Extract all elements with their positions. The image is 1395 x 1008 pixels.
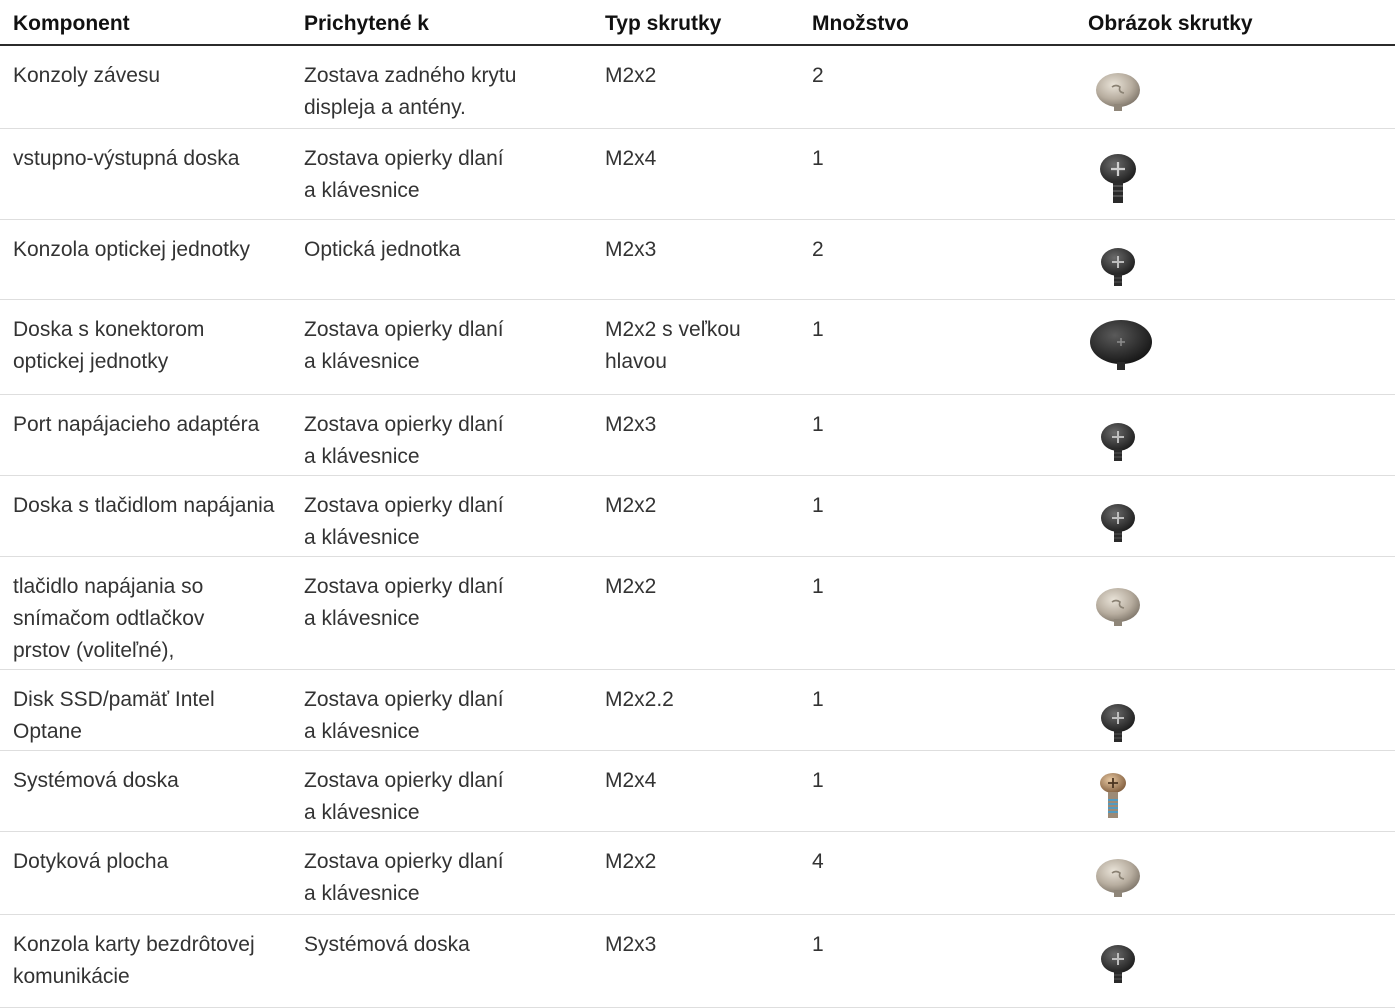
attached-to-cell: Zostava opierky dlaní a klávesnice bbox=[304, 688, 504, 743]
component-cell: vstupno-výstupná doska bbox=[13, 147, 240, 170]
silver-screw-icon bbox=[1088, 852, 1148, 907]
header-component: Komponent bbox=[13, 12, 130, 35]
quantity-cell: 1 bbox=[812, 494, 824, 517]
quantity-cell: 1 bbox=[812, 688, 824, 711]
component-cell: Doska s tlačidlom napájania bbox=[13, 494, 275, 517]
screw-type-cell: M2x3 bbox=[605, 933, 657, 956]
header-screw-type: Typ skrutky bbox=[605, 12, 722, 35]
quantity-cell: 1 bbox=[812, 933, 824, 956]
table-row: Systémová doska Zostava opierky dlaní a k… bbox=[0, 751, 1395, 832]
quantity-cell: 1 bbox=[812, 318, 824, 341]
table-row: tlačidlo napájania so snímačom odtlačkov… bbox=[0, 557, 1395, 670]
component-cell: Dotyková plocha bbox=[13, 850, 169, 873]
attached-to-cell: Systémová doska bbox=[304, 933, 470, 956]
screw-type-cell: M2x2 bbox=[605, 64, 657, 87]
attached-to-cell: Zostava zadného krytu displeja a antény. bbox=[304, 64, 517, 119]
attached-to-cell: Zostava opierky dlaní a klávesnice bbox=[304, 575, 504, 630]
screw-type-cell: M2x2 bbox=[605, 575, 657, 598]
header-screw-image: Obrázok skrutky bbox=[1088, 12, 1253, 35]
screw-type-cell: M2x2.2 bbox=[605, 688, 674, 711]
component-cell: Doska s konektorom optickej jednotky bbox=[13, 318, 205, 373]
attached-to-cell: Zostava opierky dlaní a klávesnice bbox=[304, 318, 504, 373]
component-cell: Konzola karty bezdrôtovej komunikácie bbox=[13, 933, 255, 988]
table-row: Konzola karty bezdrôtovej komunikácie Sys… bbox=[0, 915, 1395, 1008]
attached-to-cell: Zostava opierky dlaní a klávesnice bbox=[304, 494, 504, 549]
table-row: Doska s konektorom optickej jednotky Zost… bbox=[0, 300, 1395, 395]
silver-screw-icon bbox=[1088, 581, 1148, 636]
table-row: Dotyková plocha Zostava opierky dlaní a k… bbox=[0, 832, 1395, 915]
quantity-cell: 4 bbox=[812, 850, 824, 873]
black-long-screw-icon bbox=[1088, 149, 1148, 214]
black-screw-icon bbox=[1088, 417, 1148, 472]
attached-to-cell: Zostava opierky dlaní a klávesnice bbox=[304, 413, 504, 468]
component-cell: tlačidlo napájania so snímačom odtlačkov… bbox=[13, 575, 205, 662]
header-attached-to: Prichytené k bbox=[304, 12, 429, 35]
quantity-cell: 1 bbox=[812, 147, 824, 170]
quantity-cell: 2 bbox=[812, 64, 824, 87]
table-header: Komponent Prichytené k Typ skrutky Množs… bbox=[0, 0, 1395, 46]
black-screw-icon bbox=[1088, 698, 1148, 753]
attached-to-cell: Optická jednotka bbox=[304, 238, 461, 261]
screw-type-cell: M2x3 bbox=[605, 238, 657, 261]
component-cell: Konzoly závesu bbox=[13, 64, 161, 87]
black-screw-icon bbox=[1088, 498, 1148, 553]
table-row: vstupno-výstupná doska Zostava opierky dl… bbox=[0, 129, 1395, 220]
screw-type-cell: M2x4 bbox=[605, 147, 657, 170]
attached-to-cell: Zostava opierky dlaní a klávesnice bbox=[304, 850, 504, 905]
screw-type-cell: M2x2 s veľkou hlavou bbox=[605, 318, 741, 373]
table-row: Disk SSD/pamäť Intel Optane Zostava opier… bbox=[0, 670, 1395, 751]
table-row: Port napájacieho adaptéra Zostava opierky… bbox=[0, 395, 1395, 476]
quantity-cell: 2 bbox=[812, 238, 824, 261]
component-cell: Konzola optickej jednotky bbox=[13, 238, 250, 261]
header-quantity: Množstvo bbox=[812, 12, 909, 35]
attached-to-cell: Zostava opierky dlaní a klávesnice bbox=[304, 147, 504, 202]
gold-threaded-screw-icon bbox=[1088, 771, 1138, 831]
silver-screw-icon bbox=[1088, 66, 1148, 121]
black-screw-icon bbox=[1088, 939, 1148, 994]
table-body: Konzoly závesu Zostava zadného krytu disp… bbox=[0, 46, 1395, 1008]
component-cell: Port napájacieho adaptéra bbox=[13, 413, 260, 436]
quantity-cell: 1 bbox=[812, 769, 824, 792]
black-large-head-screw-icon bbox=[1088, 318, 1158, 378]
table-row: Konzola optickej jednotky Optická jednotk… bbox=[0, 220, 1395, 300]
table-row: Konzoly závesu Zostava zadného krytu disp… bbox=[0, 46, 1395, 129]
quantity-cell: 1 bbox=[812, 413, 824, 436]
screw-type-cell: M2x4 bbox=[605, 769, 657, 792]
screw-type-cell: M2x2 bbox=[605, 494, 657, 517]
black-screw-icon bbox=[1088, 242, 1148, 297]
screw-type-cell: M2x2 bbox=[605, 850, 657, 873]
component-cell: Systémová doska bbox=[13, 769, 179, 792]
component-cell: Disk SSD/pamäť Intel Optane bbox=[13, 688, 215, 743]
quantity-cell: 1 bbox=[812, 575, 824, 598]
table-row: Doska s tlačidlom napájania Zostava opier… bbox=[0, 476, 1395, 557]
attached-to-cell: Zostava opierky dlaní a klávesnice bbox=[304, 769, 504, 824]
screw-type-cell: M2x3 bbox=[605, 413, 657, 436]
